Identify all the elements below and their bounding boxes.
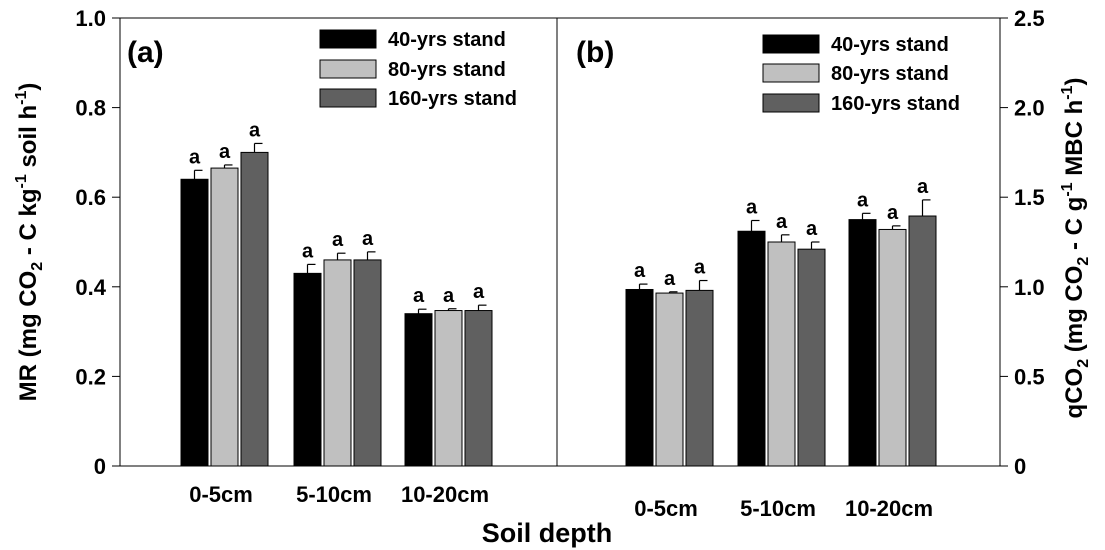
- legend-swatch: [762, 34, 820, 54]
- significance-label: a: [857, 189, 869, 211]
- significance-label: a: [806, 218, 818, 240]
- y-tick-label: 2.0: [1014, 96, 1045, 121]
- y-tick-label: 0: [94, 454, 106, 479]
- bar: [323, 259, 352, 467]
- bar: [404, 313, 433, 467]
- significance-label: a: [917, 176, 929, 198]
- panel-label: (a): [127, 36, 164, 69]
- bar: [210, 167, 239, 467]
- significance-label: a: [664, 268, 676, 290]
- significance-label: a: [634, 260, 646, 282]
- legend-label: 160-yrs stand: [831, 93, 960, 115]
- bar: [878, 228, 907, 467]
- significance-label: a: [413, 285, 425, 307]
- legend-swatch: [762, 93, 820, 113]
- y-tick-label: 0.5: [1014, 364, 1045, 389]
- bar: [434, 310, 463, 467]
- significance-label: a: [362, 228, 374, 250]
- significance-label: a: [249, 119, 261, 141]
- y-tick-label: 1.5: [1014, 185, 1045, 210]
- significance-label: a: [302, 240, 314, 262]
- y-tick-label: 2.5: [1014, 6, 1045, 31]
- bar: [293, 272, 322, 467]
- significance-label: a: [219, 141, 231, 163]
- x-tick-label: 0-5cm: [189, 482, 253, 507]
- significance-label: a: [776, 211, 788, 233]
- significance-label: a: [332, 229, 344, 251]
- bar: [848, 219, 877, 467]
- y-tick-label: 1.0: [75, 6, 106, 31]
- x-tick-label: 0-5cm: [634, 496, 698, 521]
- significance-label: a: [443, 285, 455, 307]
- bar: [353, 259, 382, 467]
- legend-label: 80-yrs stand: [388, 59, 506, 81]
- x-tick-label: 5-10cm: [740, 496, 816, 521]
- legend-label: 40-yrs stand: [831, 34, 949, 56]
- significance-label: a: [887, 202, 899, 224]
- significance-label: a: [694, 257, 706, 279]
- x-tick-label: 5-10cm: [296, 482, 372, 507]
- legend-swatch: [319, 88, 377, 108]
- x-tick-label: 10-20cm: [845, 496, 933, 521]
- bar: [908, 215, 937, 467]
- bar: [180, 178, 209, 467]
- legend-swatch: [319, 59, 377, 79]
- bar: [737, 230, 766, 467]
- legend-swatch: [319, 29, 377, 49]
- bar: [797, 248, 826, 467]
- y-axis-label-left: MR (mg CO2 - C kg-1 soil h-1): [13, 83, 46, 402]
- significance-label: a: [473, 281, 485, 303]
- y-tick-label: 0.4: [75, 275, 106, 300]
- legend-label: 80-yrs stand: [831, 63, 949, 85]
- bar: [625, 288, 654, 467]
- y-tick-label: 0.2: [75, 364, 106, 389]
- y-tick-label: 1.0: [1014, 275, 1045, 300]
- legend-swatch: [762, 63, 820, 83]
- significance-label: a: [746, 196, 758, 218]
- legend-label: 160-yrs stand: [388, 88, 517, 110]
- y-tick-label: 0.8: [75, 96, 106, 121]
- bar: [655, 292, 684, 467]
- bar: [240, 151, 269, 467]
- x-tick-label: 10-20cm: [401, 482, 489, 507]
- bar: [464, 310, 493, 467]
- y-axis-label-right: qCO2 (mg CO2 - C g-1 MBC h-1): [1059, 78, 1092, 419]
- y-tick-label: 0: [1014, 454, 1026, 479]
- bar: [767, 241, 796, 467]
- panel-label: (b): [576, 36, 614, 69]
- y-tick-label: 0.6: [75, 185, 106, 210]
- significance-label: a: [189, 146, 201, 168]
- bar: [685, 289, 714, 467]
- x-axis-label: Soil depth: [482, 518, 613, 548]
- legend-label: 40-yrs stand: [388, 29, 506, 51]
